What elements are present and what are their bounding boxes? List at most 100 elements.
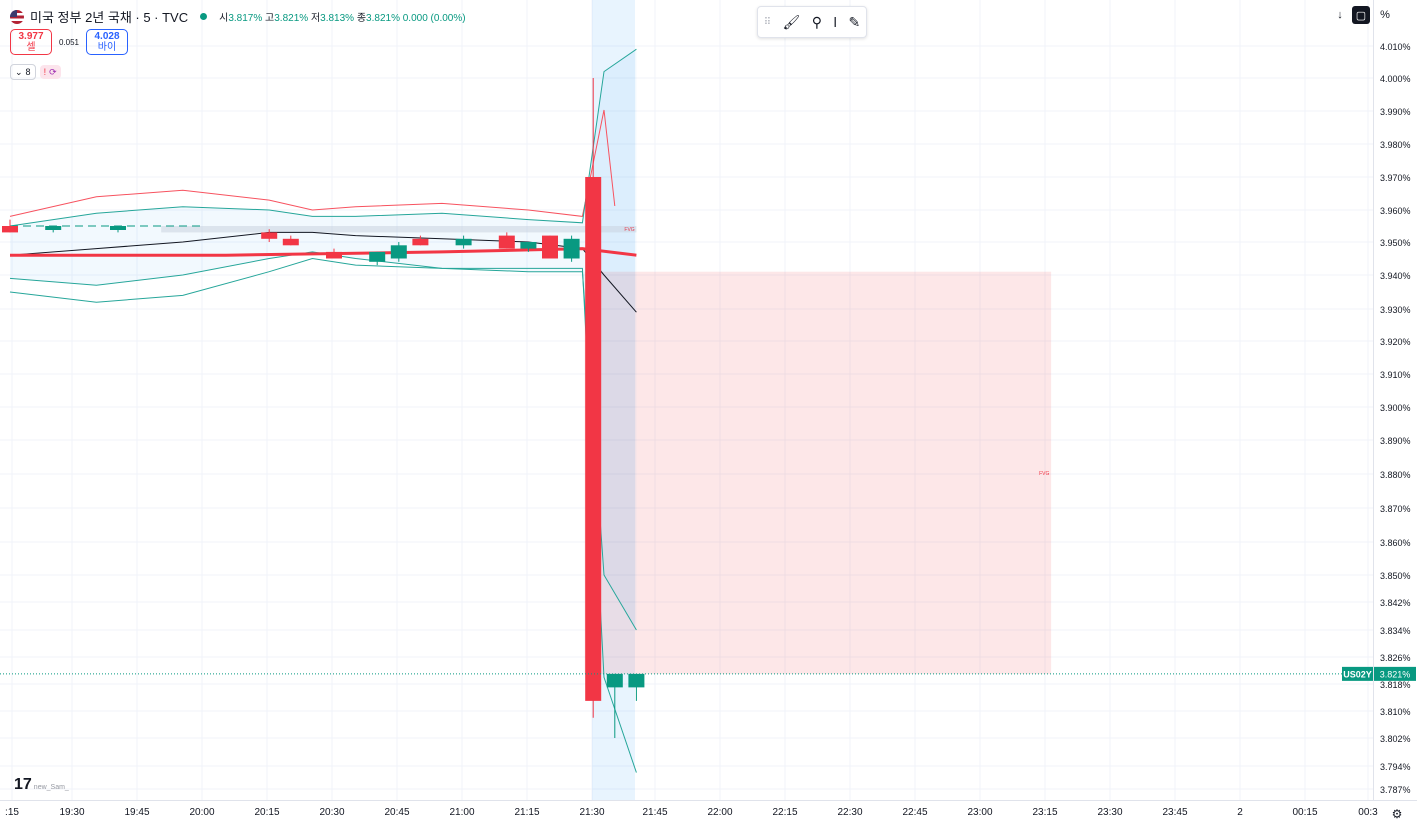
candle [45, 226, 62, 233]
x-tick-label: :15 [5, 807, 19, 818]
candle-body [542, 235, 558, 259]
y-tick-label: 3.834% [1380, 626, 1411, 636]
y-tick-label: 3.910% [1380, 370, 1411, 380]
x-tick-label: 00:15 [1292, 807, 1317, 818]
market-status-icon [200, 13, 208, 20]
x-tick-label: 2 [1237, 807, 1243, 818]
indicators-toggle[interactable]: ⌄ 8 [10, 64, 36, 80]
sell-button[interactable]: 3.977 셀 [10, 29, 52, 55]
candle-body [628, 673, 645, 688]
candle [326, 248, 342, 259]
candle-body [412, 238, 429, 246]
y-tick-label: 3.870% [1380, 504, 1411, 514]
y-tick-label: 3.930% [1380, 305, 1411, 315]
x-tick-label: 19:30 [59, 807, 84, 818]
fvg-zone [161, 226, 637, 233]
symbol-title[interactable]: 미국 정부 2년 국채 · 5 · TVC [30, 10, 189, 25]
candle-body [390, 245, 407, 259]
chevron-down-icon: ⌄ [15, 66, 23, 77]
candle-body [520, 242, 537, 249]
candle-body [2, 226, 18, 233]
x-tick-label: 22:30 [837, 807, 862, 818]
symbol-tag [1342, 666, 1373, 681]
x-tick-label: 22:00 [707, 807, 732, 818]
x-tick-label: 21:45 [642, 807, 667, 818]
y-tick-label: 3.818% [1380, 680, 1411, 690]
y-tick-label: 3.850% [1380, 571, 1411, 581]
pencil-icon[interactable]: ✎ [848, 13, 861, 30]
settings-gear-icon: ⚙ [1392, 807, 1403, 821]
y-tick-label: 3.890% [1380, 436, 1411, 446]
y-tick-label: 3.802% [1380, 734, 1411, 744]
y-tick-label: 3.810% [1380, 707, 1411, 717]
brush-icon[interactable]: 🖌 [782, 13, 801, 30]
candle-body [326, 251, 342, 259]
x-tick-label: 23:45 [1162, 807, 1187, 818]
candle [455, 235, 472, 249]
candle [2, 219, 18, 233]
last-price-label: 3.821% [1380, 669, 1411, 679]
candle [369, 251, 386, 266]
x-tick-label: 19:45 [124, 807, 149, 818]
percent-button[interactable]: % [1380, 9, 1390, 21]
drawing-toolbar: ⠿ 🖌 ⚲ ǀ ✎ [757, 6, 867, 38]
y-tick-label: 4.010% [1380, 42, 1411, 52]
marker-icon[interactable]: ǀ [833, 14, 838, 30]
candle [261, 229, 278, 242]
x-tick-label: 20:30 [319, 807, 344, 818]
y-tick-label: 3.940% [1380, 271, 1411, 281]
auto-scale-icon[interactable]: ▢ [1352, 6, 1370, 24]
x-tick-label: 23:30 [1097, 807, 1122, 818]
y-tick-label: 4.000% [1380, 74, 1411, 84]
indicator-warning[interactable]: ! ⟳ [39, 65, 61, 79]
fvg-label: FVG [1039, 471, 1049, 477]
bollinger-upper [9, 48, 637, 227]
y-tick-label: 3.980% [1380, 140, 1411, 150]
candle-body [369, 251, 386, 262]
y-tick-label: 3.960% [1380, 206, 1411, 216]
y-tick-label: 3.900% [1380, 403, 1411, 413]
candle [110, 226, 126, 233]
ohlc-values: 시3.817% 고3.821% 저3.813% 종3.821% 0.000 (0… [219, 13, 466, 24]
fvg-zone [584, 271, 1052, 674]
candle-body [563, 238, 580, 259]
author-name: new_Sam_ [33, 784, 69, 791]
y-tick-label: 3.950% [1380, 238, 1411, 248]
candle [585, 78, 602, 718]
outer-upper-band [9, 109, 616, 217]
arrow-down-icon[interactable]: ↓ [1337, 9, 1343, 21]
tradingview-logo: 17 new_Sam_ [14, 776, 69, 793]
candle [412, 235, 429, 246]
x-tick-label: 00:3 [1358, 807, 1378, 818]
x-tick-label: 21:00 [449, 807, 474, 818]
x-tick-label: 20:00 [189, 807, 214, 818]
y-tick-label: 3.794% [1380, 762, 1411, 772]
candle-body [498, 235, 515, 249]
us-flag-icon [10, 9, 24, 24]
candle [390, 242, 407, 262]
symbol-tag-label: US02Y [1343, 669, 1372, 679]
buy-button[interactable]: 4.028 바이 [86, 29, 128, 55]
candle [498, 232, 515, 249]
candle-body [45, 226, 62, 230]
candle-body [110, 226, 126, 230]
pin-icon[interactable]: ⚲ [811, 13, 822, 30]
drag-handle-icon[interactable]: ⠿ [763, 16, 772, 28]
y-tick-label: 3.990% [1380, 107, 1411, 117]
indicator-row: ⌄ 8 ! ⟳ [10, 64, 61, 80]
refresh-icon: ⟳ [49, 66, 57, 77]
candle [563, 235, 580, 262]
candle [606, 673, 623, 738]
candle [628, 673, 645, 701]
bollinger-lower-outer [9, 257, 637, 773]
candle [520, 242, 537, 252]
x-tick-label: 22:15 [772, 807, 797, 818]
last-price-tag [1374, 666, 1416, 681]
candle [542, 235, 558, 259]
trade-panel: 3.977 셀 0.051 4.028 바이 [10, 29, 128, 55]
x-tick-label: 20:15 [254, 807, 279, 818]
x-tick-label: 21:15 [514, 807, 539, 818]
candle-body [606, 673, 623, 688]
symbol-legend: 미국 정부 2년 국채 · 5 · TVC 시3.817% 고3.821% 저3… [10, 7, 466, 26]
